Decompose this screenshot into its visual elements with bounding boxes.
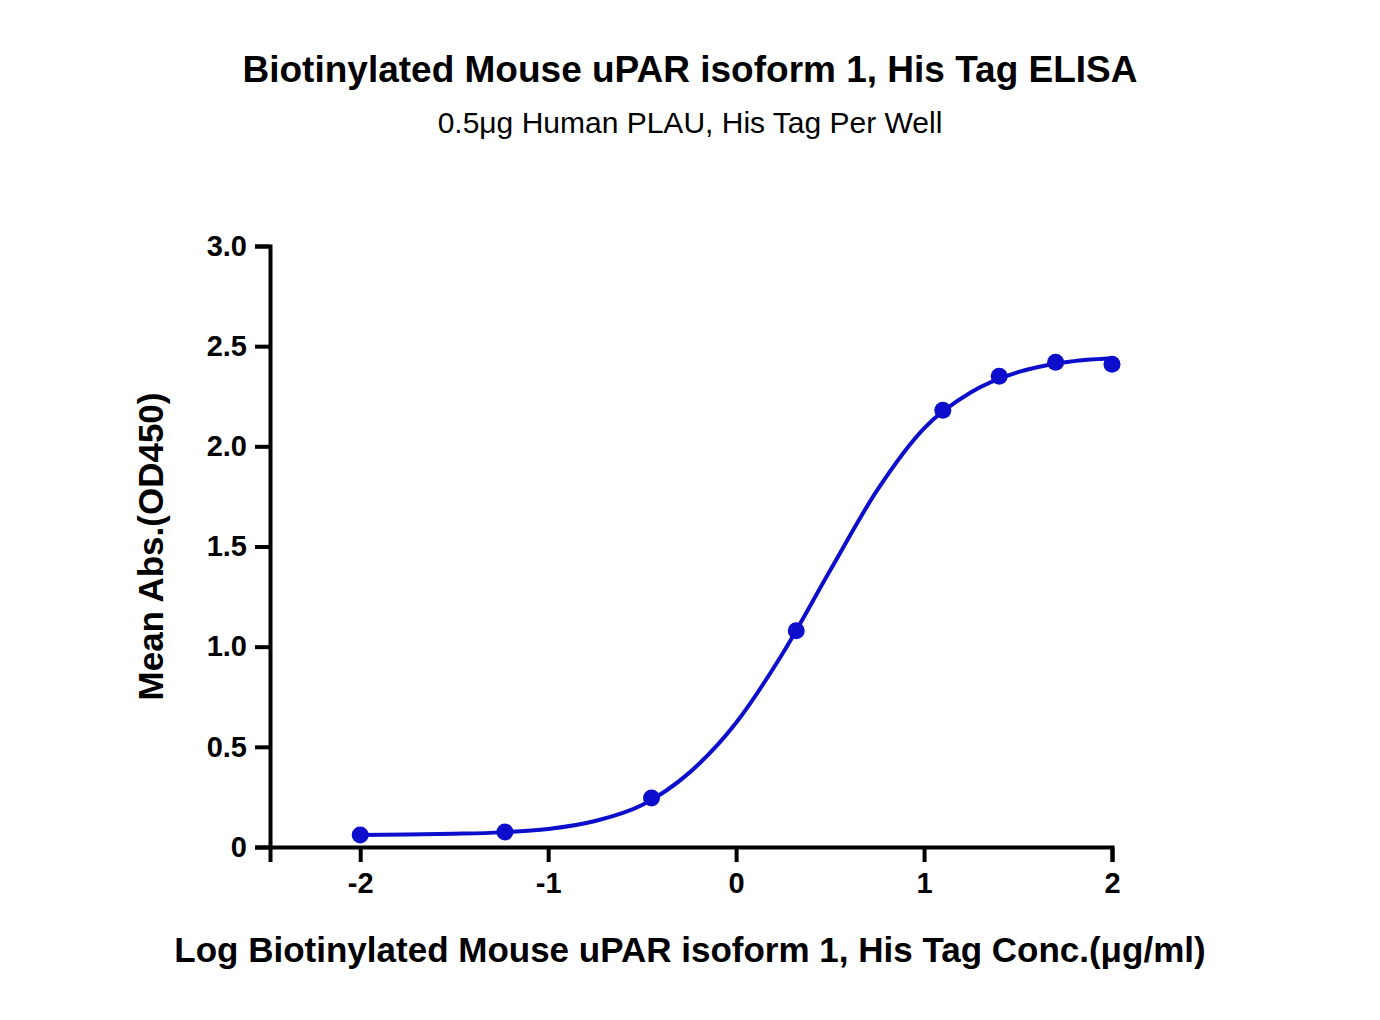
tick-label: 0.5 (207, 731, 247, 763)
x-axis-title: Log Biotinylated Mouse uPAR isoform 1, H… (174, 930, 1205, 969)
tick-label: -1 (536, 867, 562, 899)
axis-line (271, 848, 1113, 863)
tick-label: 0 (729, 867, 745, 899)
title: Biotinylated Mouse uPAR isoform 1, His T… (243, 49, 1138, 90)
y-axis-title: Mean Abs.(OD450) (131, 393, 170, 701)
tick: 1.5 (207, 530, 270, 562)
tick: 0 (729, 847, 745, 899)
tick-label: 2.5 (207, 330, 247, 362)
x-axis: -2 -1 0 1 2 (271, 847, 1121, 899)
tick: 1.0 (207, 630, 270, 662)
tick-label: 3.0 (207, 230, 247, 262)
tick-label: 0 (231, 831, 247, 863)
tick-mark (255, 846, 270, 850)
tick: 0 (231, 831, 270, 863)
tick-label: 1.5 (207, 530, 247, 562)
tick-mark (1111, 847, 1115, 862)
tick: 2.0 (207, 430, 270, 462)
y-axis: 0 0.5 1.0 1.5 2.0 2.5 3.0 (207, 230, 271, 863)
tick-label: 2 (1104, 867, 1120, 899)
tick: 2 (1104, 847, 1120, 899)
tick-label: 2.0 (207, 430, 247, 462)
tick-label: 1.0 (207, 630, 247, 662)
tick: 0.5 (207, 731, 270, 763)
tick: -2 (348, 847, 374, 899)
tick-mark (255, 245, 270, 249)
tick-mark (255, 545, 270, 549)
tick-mark (255, 745, 270, 749)
tick-mark (255, 445, 270, 449)
fit-line (360, 358, 1112, 835)
tick-mark (359, 847, 363, 862)
tick-mark (923, 847, 927, 862)
tick: -1 (536, 847, 562, 899)
tick-mark (255, 345, 270, 349)
tick: 2.5 (207, 330, 270, 362)
tick: 3.0 (207, 230, 270, 262)
chart: Biotinylated Mouse uPAR isoform 1, His T… (0, 0, 1380, 1020)
tick-mark (735, 847, 739, 862)
tick-mark (255, 645, 270, 649)
axis-line (255, 247, 271, 848)
subtitle: 0.5μg Human PLAU, His Tag Per Well (438, 106, 943, 139)
tick: 1 (916, 847, 932, 899)
tick-label: -2 (348, 867, 374, 899)
tick-label: 1 (916, 867, 932, 899)
tick-mark (547, 847, 551, 862)
plot-area (352, 354, 1121, 844)
